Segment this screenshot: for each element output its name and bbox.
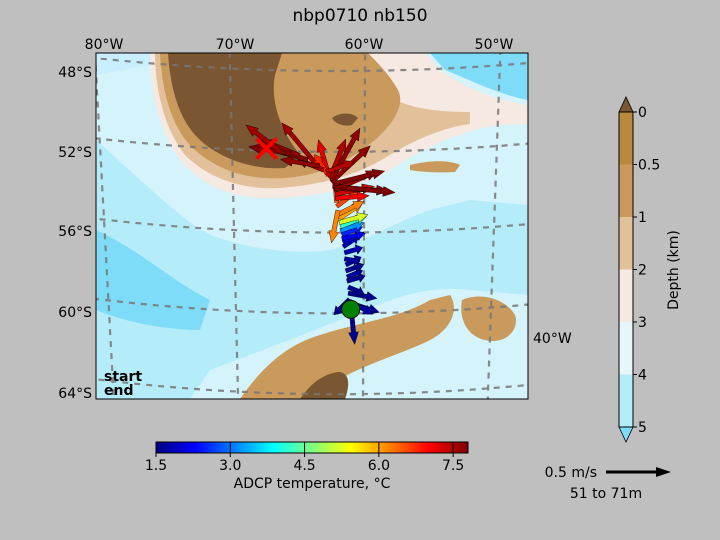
current-vector-arrow <box>343 244 364 256</box>
temperature-colorbar-gradient <box>155 441 469 454</box>
scale-arrow-head <box>656 467 671 477</box>
meridian-line <box>96 53 115 399</box>
depth-colorbar-cell <box>619 164 633 217</box>
depth-colorbar-tick-label: 5 <box>638 420 647 436</box>
current-vector-arrow <box>281 122 317 164</box>
depth-colorbar-label: Depth (km) <box>666 230 682 310</box>
shelf-nw <box>96 53 160 75</box>
start-marker <box>341 299 361 319</box>
depth-colorbar-cell <box>619 374 633 427</box>
meridian-line <box>228 53 240 399</box>
south-georgia <box>410 161 460 173</box>
map-frame <box>95 52 529 400</box>
lat-tick-label: 64°S <box>58 386 92 402</box>
map-panel <box>96 53 528 399</box>
current-vector-arrow <box>347 290 378 302</box>
current-vector-arrow <box>279 156 321 169</box>
lon-tick-label: 50°W <box>475 37 514 53</box>
deep-basin-ne <box>430 53 528 100</box>
end-marker <box>255 137 278 161</box>
depth-colorbar-cell <box>619 112 633 165</box>
temperature-colorbar-label: ADCP temperature, °C <box>234 476 391 492</box>
chart-title: nbp0710 nb150 <box>292 6 427 26</box>
deepest-basin <box>96 230 210 330</box>
current-vector-arrow <box>328 209 341 244</box>
depth-colorbar-tick-label: 1 <box>638 210 647 226</box>
temperature-colorbar: 1.5 3.0 4.5 6.0 7.5 ADCP temperature, °C <box>145 441 469 492</box>
depth-colorbar-cell <box>619 322 633 375</box>
lat-tick-label: 56°S <box>58 224 92 240</box>
meridian-line <box>486 53 502 399</box>
end-marker-stroke <box>255 137 278 161</box>
parallel-line <box>96 217 528 234</box>
depth-colorbar-cell <box>619 217 633 270</box>
legend-end: end <box>104 383 133 399</box>
lon-tick-label: 40°W <box>533 331 572 347</box>
current-vector-arrow <box>325 160 356 175</box>
temperature-colorbar-tick-label: 6.0 <box>368 458 390 474</box>
depth-colorbar: 0 0.5 1 2 3 4 5 Depth (km) <box>618 96 682 443</box>
lat-tick-label: 52°S <box>58 145 92 161</box>
meridian-line <box>361 53 367 399</box>
peninsula-land <box>300 372 349 399</box>
depth-colorbar-cell <box>619 269 633 322</box>
lat-tick-label: 60°S <box>58 305 92 321</box>
current-vector-arrow <box>245 124 282 154</box>
legend-start: start <box>104 369 142 385</box>
latitude-tick-labels: 48°S 52°S 56°S 60°S 64°S <box>58 65 92 402</box>
lon-tick-label: 70°W <box>216 37 255 53</box>
parallel-line <box>96 137 528 153</box>
depth-colorbar-tick-label: 4 <box>638 368 647 384</box>
temperature-colorbar-tick-label: 1.5 <box>145 458 167 474</box>
deep-basin <box>96 140 528 399</box>
temperature-colorbar-tick-label: 3.0 <box>219 458 241 474</box>
depth-colorbar-tick-label: 3 <box>638 315 647 331</box>
current-vector-arrow <box>331 168 386 187</box>
depth-colorbar-tick-label: 0.5 <box>638 158 660 174</box>
scale-arrow-label: 0.5 m/s <box>545 465 597 481</box>
parallel-line <box>96 378 528 396</box>
lon-tick-label: 60°W <box>345 37 384 53</box>
lon-tick-label: 80°W <box>85 37 124 53</box>
antarctic-peninsula <box>240 295 454 399</box>
scale-depth-range: 51 to 71m <box>570 486 642 502</box>
depth-colorbar-tick-label: 2 <box>638 263 647 279</box>
temperature-colorbar-tick-label: 4.5 <box>293 458 315 474</box>
colorbar-extend-top <box>618 96 634 113</box>
parallel-line <box>96 297 528 315</box>
current-vector-arrow <box>347 284 365 297</box>
lat-tick-label: 48°S <box>58 65 92 81</box>
longitude-tick-labels: 80°W 70°W 60°W 50°W 40°W <box>85 37 572 347</box>
colorbar-extend-bottom <box>618 426 634 443</box>
falkland-islands <box>332 113 358 126</box>
scale-arrow-key: 0.5 m/s 51 to 71m <box>545 465 671 502</box>
depth-colorbar-tick-label: 0 <box>638 105 647 121</box>
parallel-line <box>96 56 528 73</box>
current-vector-arrow <box>332 183 396 197</box>
temperature-colorbar-tick-label: 7.5 <box>442 458 464 474</box>
current-vector-arrow <box>343 255 361 266</box>
track-markers <box>255 137 361 319</box>
graticule <box>96 53 528 399</box>
current-vector-arrow <box>344 261 365 274</box>
